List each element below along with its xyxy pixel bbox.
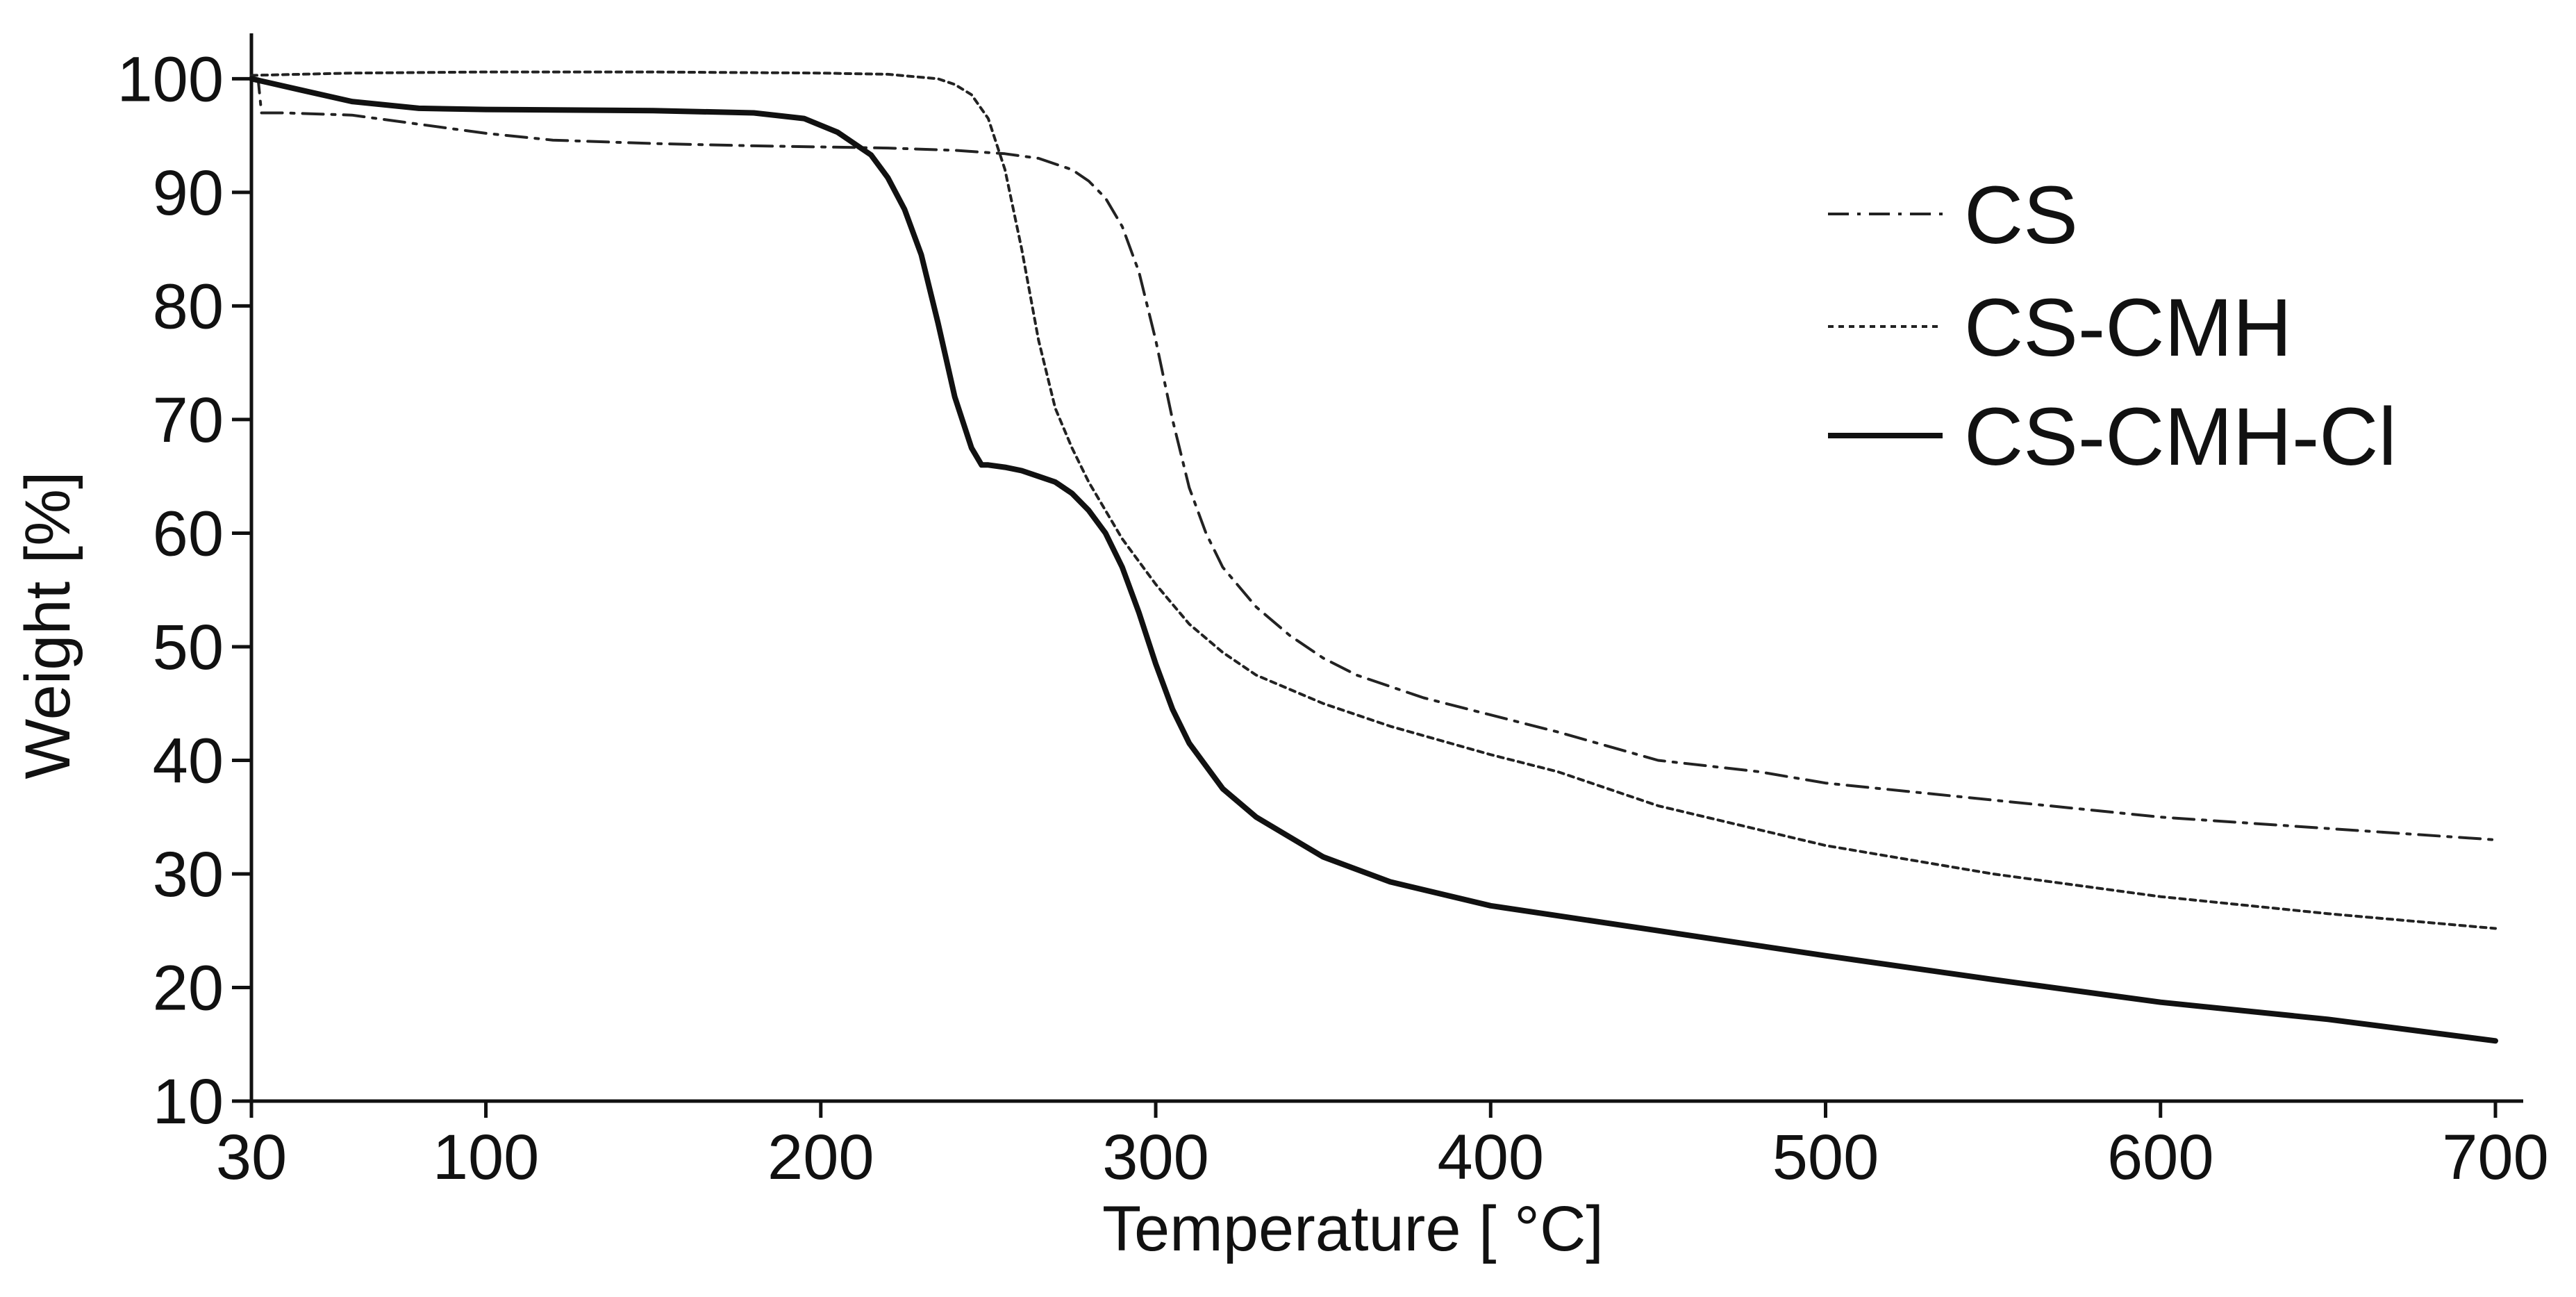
- x-tick-label: 200: [767, 1122, 874, 1193]
- legend-entry-cs-cmh: CS-CMH: [1828, 282, 2292, 374]
- x-axis-title: Temperature [ °C]: [1102, 1193, 1604, 1264]
- series-lines: [249, 70, 2498, 1044]
- series-line-cs-cmh-cl: [249, 76, 2498, 1044]
- y-tick-label: 50: [153, 612, 224, 683]
- x-tick-label: 300: [1102, 1122, 1209, 1193]
- x-tick-label: 100: [433, 1122, 540, 1193]
- legend-label-cs-cmh-cl: CS-CMH-Cl: [1964, 391, 2397, 483]
- legend-entry-cs-cmh-cl: CS-CMH-Cl: [1828, 391, 2397, 483]
- x-tick-label: 500: [1772, 1122, 1879, 1193]
- y-tick-label: 10: [153, 1066, 224, 1137]
- legend: CS CS-CMH CS-CMH-Cl: [1828, 170, 2397, 483]
- y-axis-title: Weight [%]: [13, 471, 83, 779]
- y-axis-ticks: 10 20 30 40 50 60 70 80 90 100: [117, 44, 251, 1137]
- x-tick-label: 30: [216, 1122, 287, 1193]
- x-tick-label: 600: [2107, 1122, 2214, 1193]
- plot-area: 10 20 30 40 50 60 70 80 90 100 30 100 200 300 400 500 6…: [117, 33, 2549, 1193]
- y-tick-label: 100: [117, 44, 224, 115]
- x-axis-ticks: 30 100 200 300 400 500 600 700: [216, 1101, 2549, 1193]
- series-line-cs-cmh: [250, 70, 2497, 930]
- x-tick-label: 400: [1438, 1122, 1545, 1193]
- y-tick-label: 40: [153, 725, 224, 796]
- legend-label-cs-cmh: CS-CMH: [1964, 282, 2292, 374]
- y-tick-label: 60: [153, 498, 224, 569]
- series-line-cs: [250, 77, 2497, 841]
- y-tick-label: 20: [153, 952, 224, 1023]
- legend-label-cs: CS: [1964, 170, 2078, 261]
- y-tick-label: 80: [153, 271, 224, 342]
- y-tick-label: 90: [153, 158, 224, 229]
- legend-entry-cs: CS: [1828, 170, 2078, 261]
- x-tick-label: 700: [2442, 1122, 2549, 1193]
- y-tick-label: 30: [153, 839, 224, 910]
- y-tick-label: 70: [153, 385, 224, 456]
